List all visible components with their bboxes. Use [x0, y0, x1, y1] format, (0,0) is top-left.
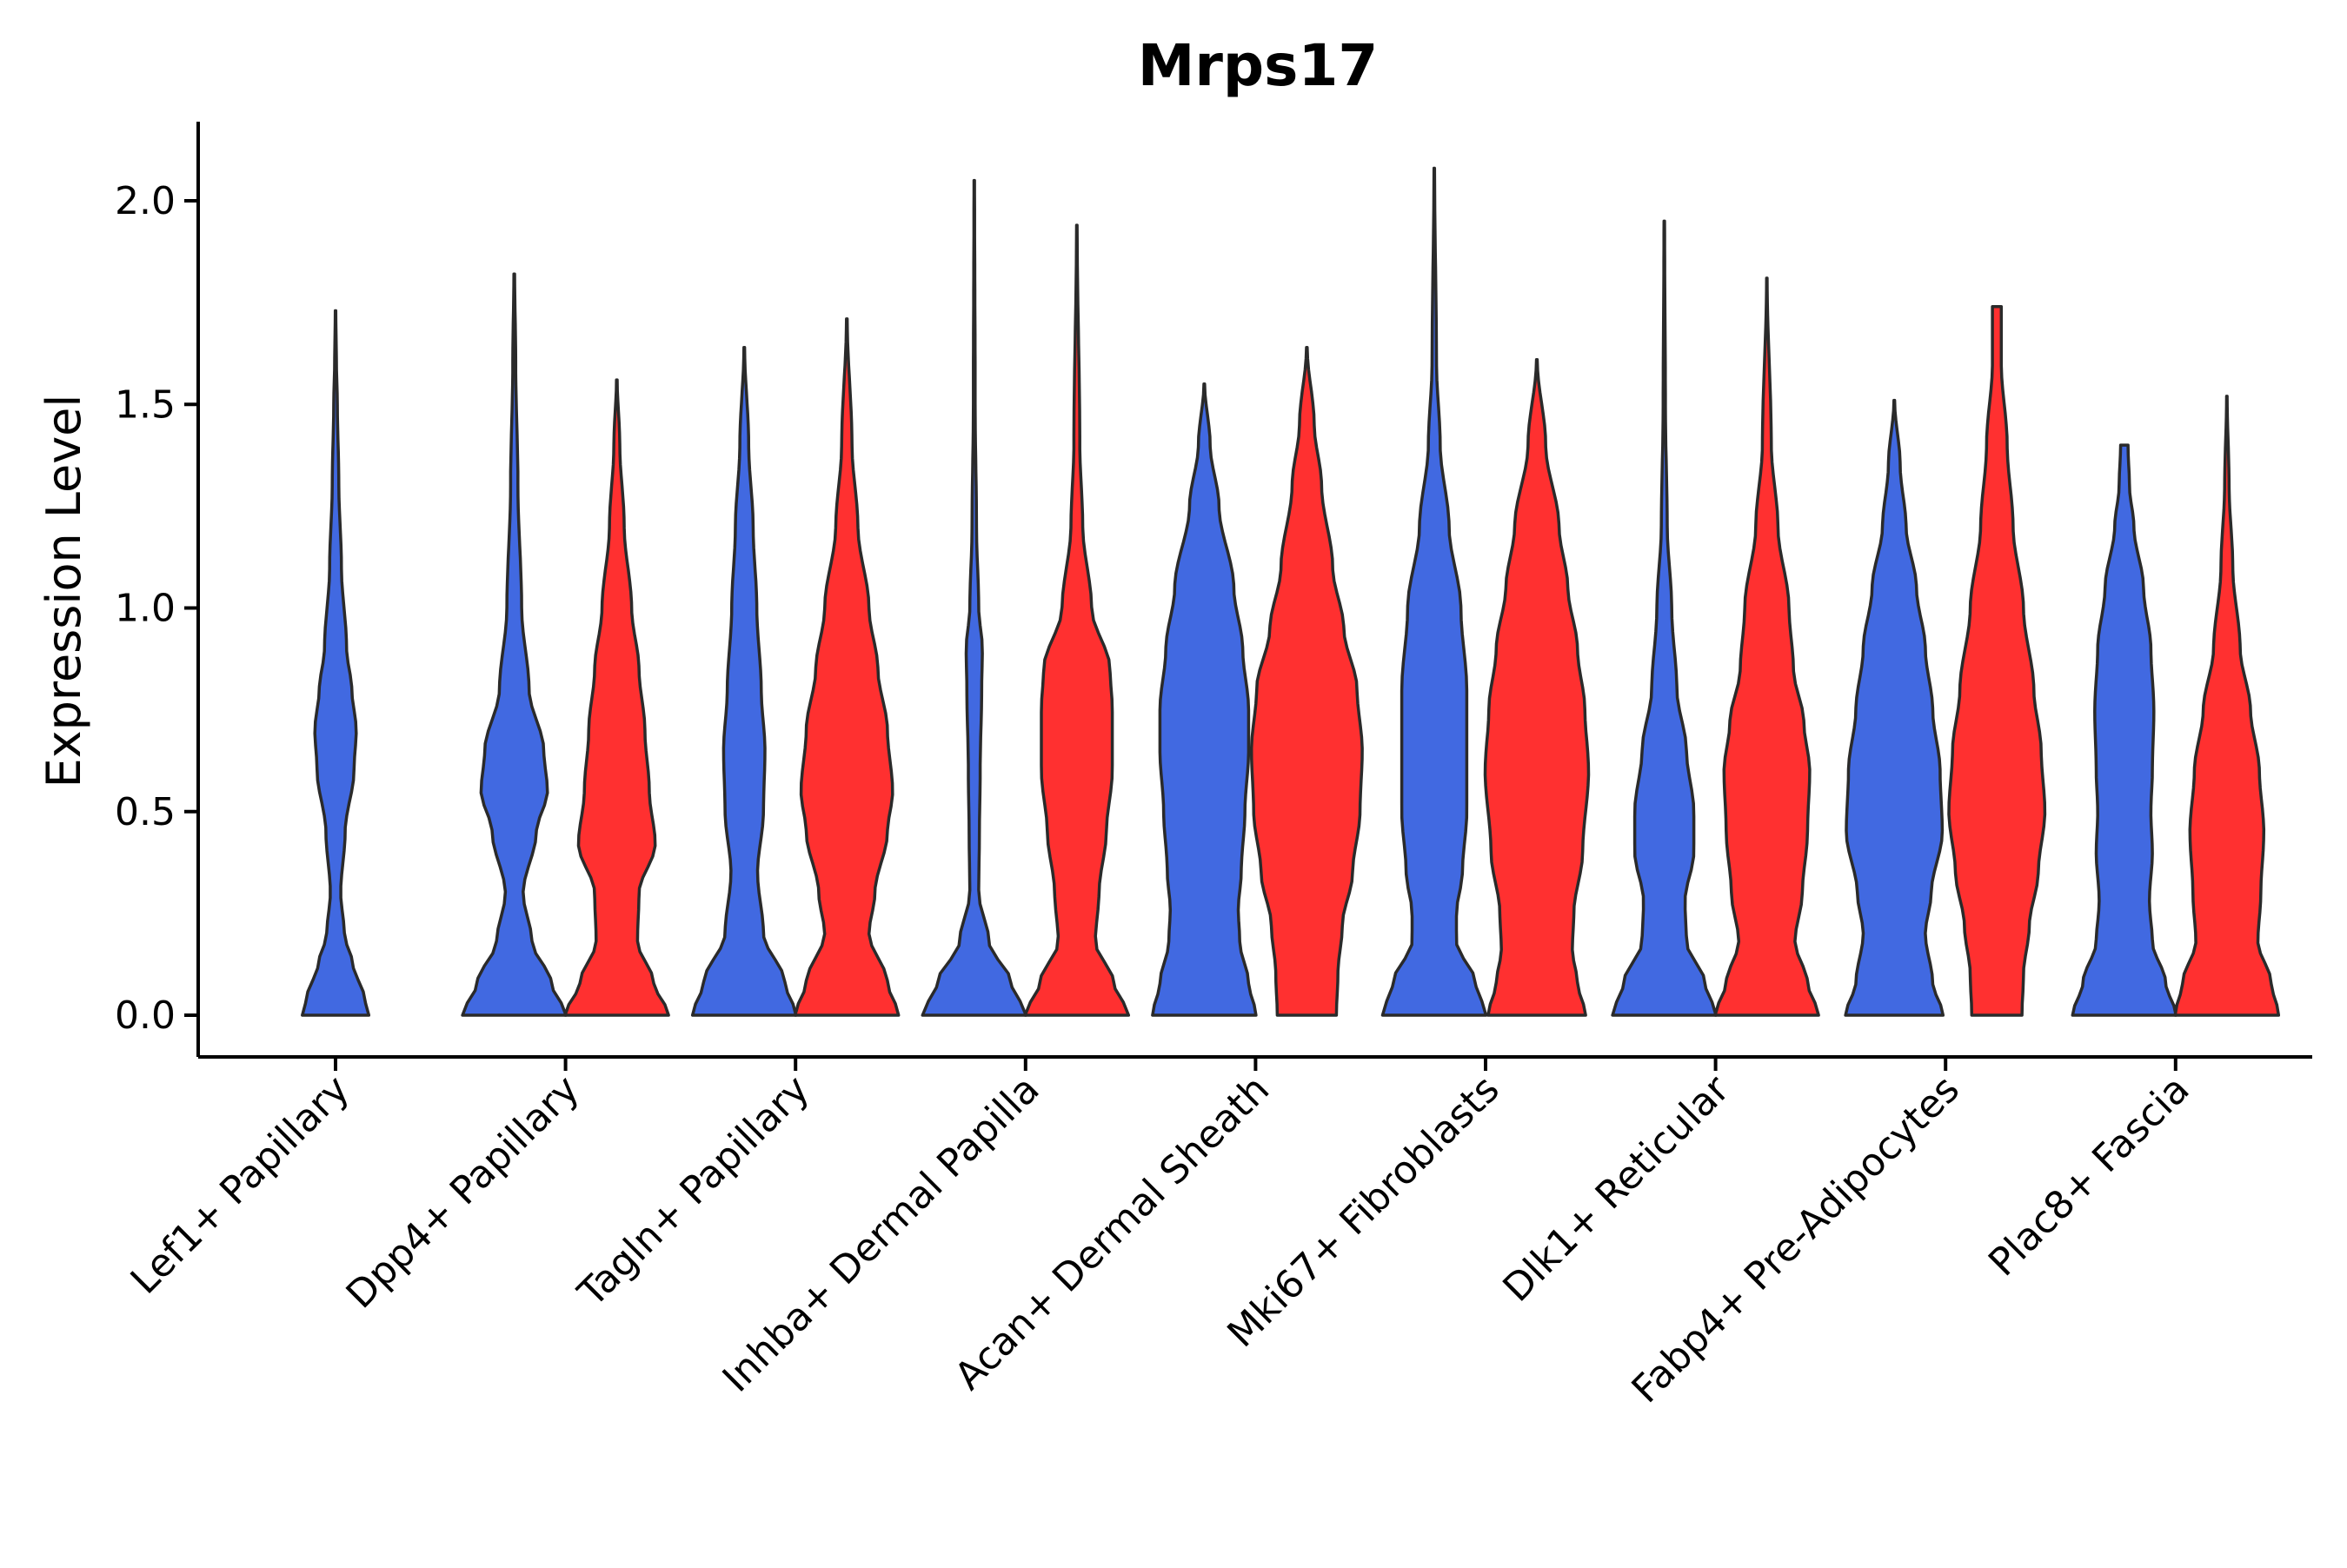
category-group	[1611, 219, 1820, 1017]
violin-blue	[690, 345, 798, 1017]
category-group	[2071, 395, 2281, 1017]
category-group	[301, 309, 371, 1017]
chart-title: Mrps17	[1138, 32, 1379, 99]
category-group	[690, 317, 901, 1017]
violin-blue	[2071, 443, 2178, 1017]
x-tick-label: Tagln+ Papillary	[569, 1067, 818, 1316]
violin-blue	[1844, 398, 1945, 1017]
y-tick-label: 0.5	[115, 790, 176, 834]
violin-red	[1947, 305, 2047, 1017]
violin-blue	[461, 272, 568, 1017]
violins-layer	[301, 166, 2281, 1017]
y-tick-label: 1.5	[115, 382, 176, 427]
x-tick-label: Lef1+ Papillary	[123, 1067, 358, 1303]
violin-red	[563, 378, 670, 1017]
y-tick-label: 1.0	[115, 587, 176, 631]
violin-red	[1249, 345, 1364, 1017]
category-group	[461, 272, 670, 1017]
x-tick-label: Plac8+ Fascia	[1980, 1067, 2198, 1286]
x-tick-label: Dpp4+ Papillary	[338, 1067, 588, 1318]
violin-blue	[1611, 219, 1718, 1017]
category-group	[1844, 305, 2047, 1017]
violin-blue	[301, 309, 371, 1017]
y-axis-label: Expression Level	[37, 395, 91, 788]
y-tick-label: 0.0	[115, 993, 176, 1038]
violin-blue	[1151, 382, 1258, 1017]
violin-red	[2173, 395, 2281, 1017]
violin-blue	[1380, 166, 1488, 1017]
y-tick-label: 2.0	[115, 179, 176, 223]
violin-blue	[921, 178, 1028, 1017]
violin-red	[1483, 357, 1591, 1017]
violin-red	[793, 317, 901, 1017]
x-tick-label: Dlk1+ Reticular	[1494, 1066, 1739, 1311]
violin-red	[1023, 223, 1131, 1017]
category-group	[1151, 345, 1364, 1017]
category-group	[1380, 166, 1591, 1017]
violin-red	[1713, 276, 1820, 1017]
category-group	[921, 178, 1131, 1017]
